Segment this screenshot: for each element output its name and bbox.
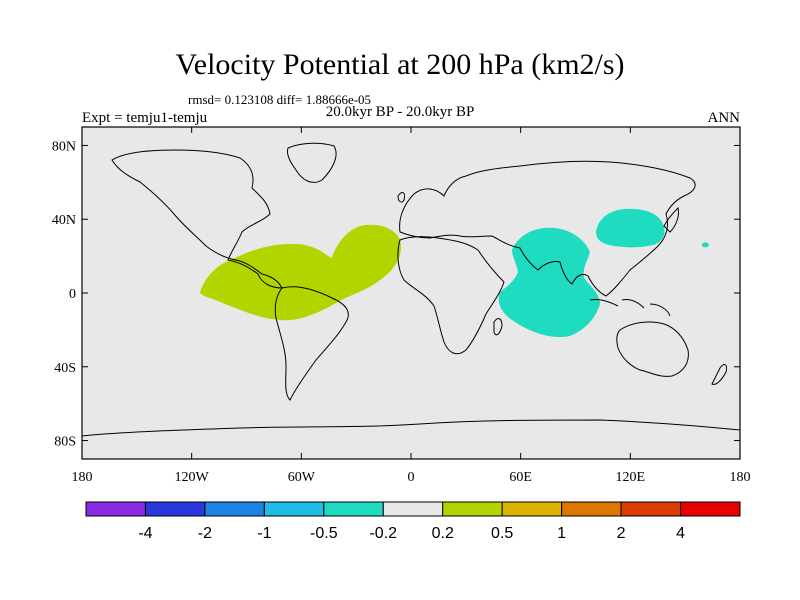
colorbar-label: 2 (617, 525, 626, 542)
colorbar-swatch (561, 501, 622, 517)
colorbar-swatch (85, 501, 146, 517)
latitude-ticks (82, 144, 740, 442)
latitude-labels: 80N 40N 0 40S 80S (52, 139, 76, 449)
colorbar-swatch (323, 501, 384, 517)
colorbar-label: -4 (138, 525, 152, 542)
colorbar-label: 1 (557, 525, 566, 542)
lon-label: 120E (616, 470, 646, 485)
lat-label: 40N (52, 213, 76, 228)
colorbar-swatch (442, 501, 503, 517)
longitude-ticks (81, 127, 741, 459)
colorbar-swatch (382, 501, 444, 517)
colorbar-swatch (620, 501, 682, 517)
colorbar-swatch (144, 501, 206, 517)
negative-anomaly-region (702, 242, 709, 248)
map-background (82, 127, 740, 459)
lat-label: 80N (52, 139, 76, 154)
lon-label: 60W (288, 470, 316, 485)
lon-label: 0 (408, 470, 415, 485)
colorbar-label: -2 (198, 525, 212, 542)
colorbar-label: -0.5 (310, 525, 338, 542)
colorbar-label: -1 (257, 525, 271, 542)
colorbar-label: -0.2 (369, 525, 397, 542)
colorbar-label: 0.2 (432, 525, 454, 542)
season-label: ANN (707, 110, 741, 126)
lat-label: 0 (69, 287, 76, 302)
lon-label: 180 (730, 470, 751, 485)
positive-anomaly-region (200, 224, 401, 321)
colorbar-swatch (204, 501, 265, 517)
colorbar-swatch (263, 501, 325, 517)
rmsd-diff-stats: rmsd= 0.123108 diff= 1.88666e-05 (188, 92, 372, 107)
period-subtitle: 20.0kyr BP - 20.0kyr BP (325, 104, 475, 120)
lat-label: 80S (54, 435, 76, 450)
lat-label: 40S (54, 361, 76, 376)
colorbar-swatch (501, 501, 563, 517)
colorbar (85, 501, 741, 517)
experiment-label: Expt = temju1-temju (82, 110, 208, 126)
coastlines (81, 142, 741, 437)
plot-title: Velocity Potential at 200 hPa (km2/s) (175, 48, 625, 81)
lon-label: 180 (72, 470, 93, 485)
negative-anomaly-region (596, 208, 665, 248)
colorbar-label: 0.5 (491, 525, 513, 542)
colorbar-label: 4 (676, 525, 685, 542)
lon-label: 120W (175, 470, 210, 485)
colorbar-labels: -4 -2 -1 -0.5 -0.2 0.2 0.5 1 2 4 (138, 525, 685, 542)
lon-label: 60E (509, 470, 532, 485)
longitude-labels: 180 120W 60W 0 60E 120E 180 (72, 470, 751, 485)
colorbar-swatch (680, 501, 741, 517)
